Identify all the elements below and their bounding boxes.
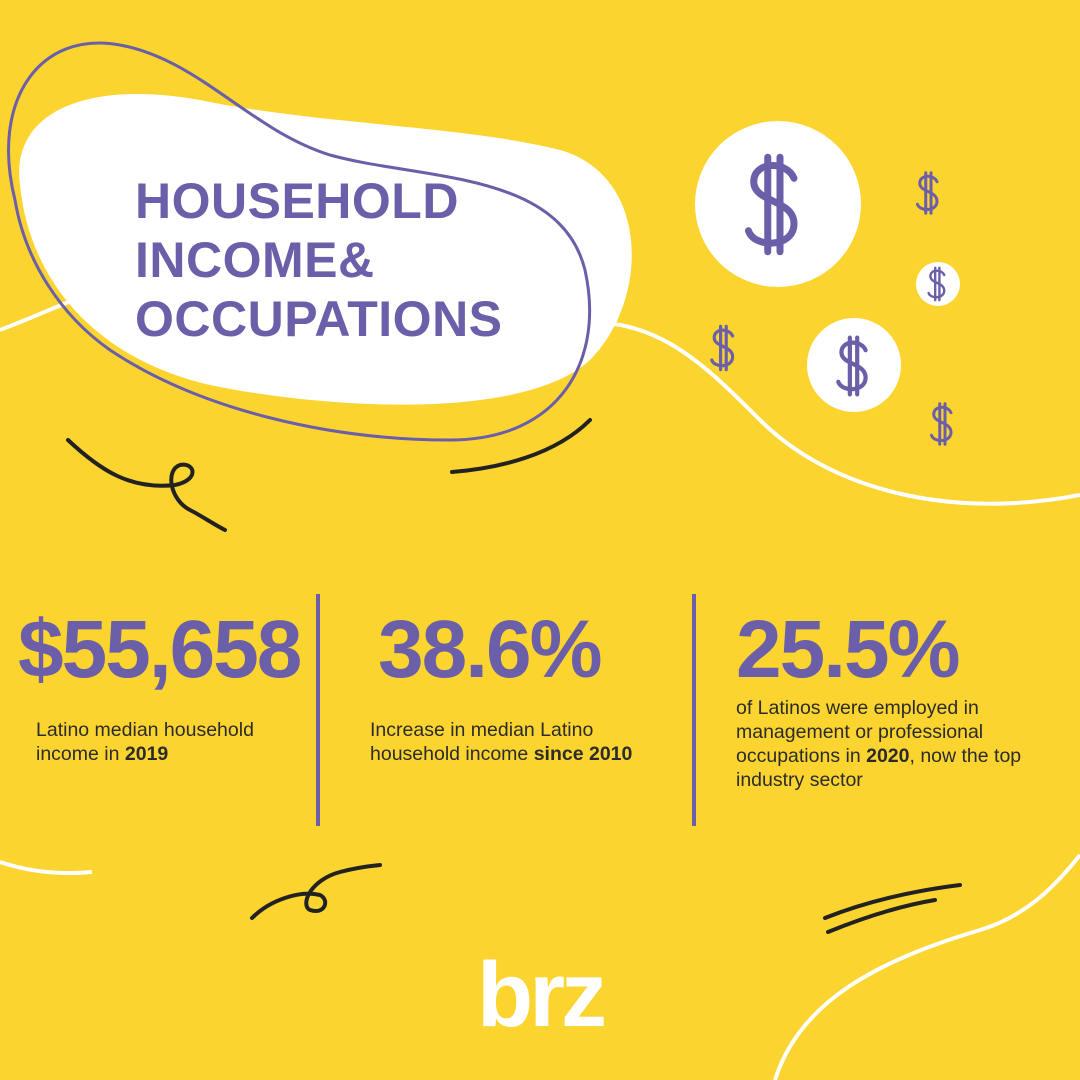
text: of Latinos were employed in management o… [736,697,984,767]
stat-value: 25.5% [736,604,961,695]
title: HOUSEHOLD INCOME& OCCUPATIONS [135,172,503,349]
emphasis: 2019 [124,743,169,765]
stat-description: of Latinos were employed in management o… [736,696,1066,792]
stat-value: $55,658 [18,604,302,695]
stat: $55,658 Latino median household income i… [18,600,308,766]
emphasis: 2020 [866,745,910,767]
text: Increase in median Latino household inco… [370,719,594,765]
stat: 38.6% Increase in median Latino househol… [370,600,678,766]
stat-description: Increase in median Latino household inco… [370,718,678,766]
title-line: HOUSEHOLD [135,173,459,229]
text: Latino median household income in [36,719,254,765]
logo: brz [477,944,607,1046]
emphasis: since 2010 [533,743,633,765]
stat-value: 38.6% [378,604,603,695]
stat-description: Latino median household income in 2019 [36,718,308,766]
text: , now the top industry sector [736,745,1022,791]
stat: 25.5% of Latinos were employed in manage… [736,600,1066,792]
title-line: OCCUPATIONS [135,291,503,347]
title-line: INCOME& [135,232,375,288]
